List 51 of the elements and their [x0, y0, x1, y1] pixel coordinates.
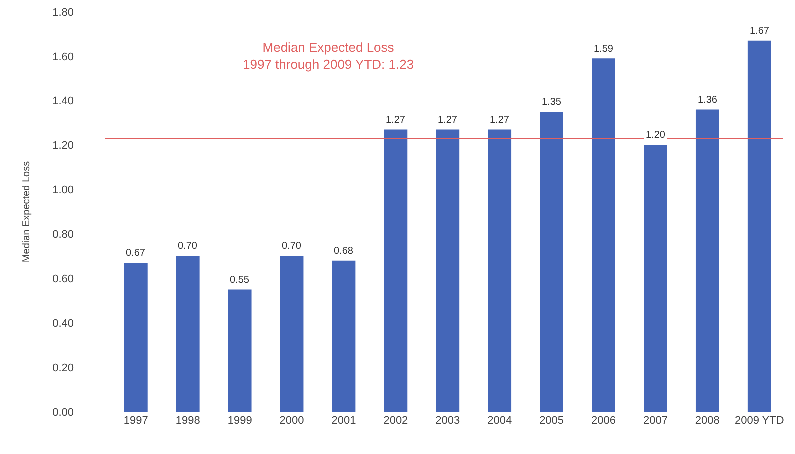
data-label: 0.70: [178, 241, 198, 252]
bar: [124, 263, 148, 412]
bar: [540, 112, 564, 412]
bar: [644, 145, 668, 412]
y-tick-label: 0.20: [52, 362, 74, 374]
bar: [436, 130, 460, 412]
y-tick-label: 1.20: [52, 140, 74, 152]
y-axis-title: Median Expected Loss: [22, 161, 33, 263]
y-tick-label: 1.60: [52, 51, 74, 64]
x-tick-label: 1997: [124, 415, 148, 427]
x-tick-label: 1998: [176, 415, 200, 427]
y-tick-label: 1.80: [52, 6, 74, 19]
y-tick-label: 0.80: [52, 229, 74, 242]
x-tick-label: 2003: [436, 415, 460, 427]
x-tick-label: 2004: [488, 415, 512, 427]
bar: [176, 256, 200, 412]
bar: [696, 110, 720, 412]
bar: [748, 40, 772, 412]
bar: [592, 58, 616, 412]
x-tick-label: 2005: [540, 415, 564, 427]
x-tick-label: 1999: [228, 415, 252, 427]
y-tick-label: 1.00: [52, 184, 74, 197]
ref-line-label: Median Expected Loss 1997 through 2009 YTD: 1.23: [243, 40, 414, 72]
x-tick-label: 2001: [332, 415, 356, 427]
data-label: 0.68: [334, 246, 354, 257]
data-label: 1.27: [386, 115, 406, 126]
data-label: 1.59: [594, 44, 614, 55]
x-tick-label: 2006: [592, 415, 616, 427]
data-label: 1.36: [698, 95, 718, 106]
data-label: 0.70: [282, 241, 302, 252]
y-tick-label: 0.60: [52, 274, 74, 286]
data-label: 1.27: [438, 115, 458, 126]
x-tick-label: 2007: [643, 415, 668, 427]
x-tick-label: 2000: [280, 415, 304, 427]
data-label: 1.27: [490, 115, 510, 126]
y-tick-label: 0.40: [52, 318, 74, 330]
data-label: 0.67: [126, 248, 146, 259]
bar: [384, 130, 408, 412]
bar: [332, 260, 356, 412]
data-label: 1.67: [750, 26, 770, 37]
y-tick-label: 0.00: [52, 406, 74, 419]
data-label: 1.35: [542, 97, 562, 108]
data-label: 0.55: [230, 275, 250, 286]
bar: [228, 290, 252, 412]
x-tick-label: 2009 YTD: [734, 415, 784, 427]
data-label: 1.20: [646, 130, 666, 141]
bar: [488, 130, 512, 412]
x-tick-label: 2008: [695, 415, 720, 427]
y-tick-label: 1.40: [52, 96, 74, 108]
bar: [280, 256, 304, 412]
x-tick-label: 2002: [384, 415, 408, 427]
